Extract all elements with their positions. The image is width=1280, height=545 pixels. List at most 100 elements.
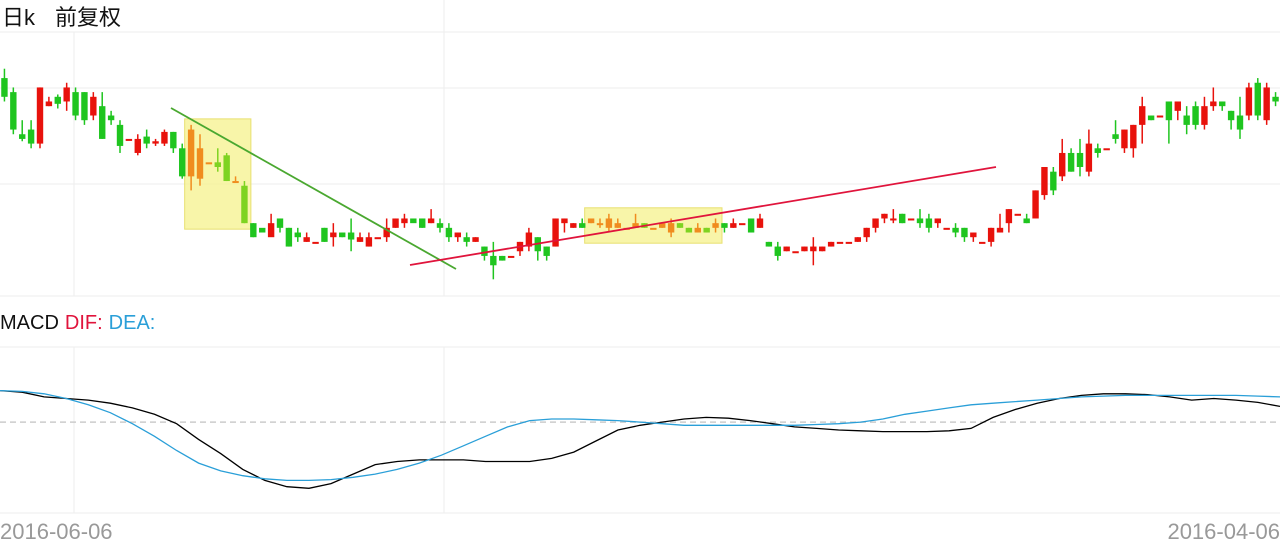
candle-body xyxy=(152,141,159,144)
candle-body xyxy=(232,181,239,184)
candle-body xyxy=(410,218,417,224)
candle-body xyxy=(1165,101,1173,121)
candle-body xyxy=(916,218,924,224)
candle-body xyxy=(579,223,586,228)
candle-body xyxy=(63,87,70,102)
candle-body xyxy=(934,218,941,224)
candle-body xyxy=(507,255,515,258)
candle-body xyxy=(1174,101,1181,111)
candle-body xyxy=(561,218,568,224)
candle-body xyxy=(712,223,719,228)
candle-body xyxy=(170,131,177,149)
candle-body xyxy=(472,237,479,242)
trend-line-up xyxy=(409,166,997,266)
candle-body xyxy=(214,162,221,167)
candle-body xyxy=(863,227,870,238)
candle-body xyxy=(907,218,915,221)
candle-body xyxy=(659,223,666,228)
candle-body xyxy=(205,162,213,165)
candle-body xyxy=(481,246,488,256)
dea-legend-label: DEA: xyxy=(108,312,156,334)
candle-body xyxy=(1245,87,1253,116)
candle-body xyxy=(721,223,728,228)
candle-body xyxy=(19,134,26,139)
candle-body xyxy=(125,138,133,141)
candle-body xyxy=(81,92,88,121)
candle-body xyxy=(276,218,284,228)
candle-body xyxy=(1067,152,1075,172)
candle-body xyxy=(694,227,701,233)
candle-body xyxy=(383,227,390,238)
candle-body xyxy=(196,148,204,179)
candle-body xyxy=(836,241,844,244)
candle-body xyxy=(570,223,577,228)
candle-body xyxy=(330,232,337,238)
candle-body xyxy=(1076,152,1084,167)
macd-dif-line xyxy=(0,389,1280,489)
candle-body xyxy=(1005,209,1013,224)
adjust-label[interactable]: 前复权 xyxy=(55,5,122,30)
candle-body xyxy=(1041,167,1048,196)
candle-body xyxy=(454,232,461,238)
candle-body xyxy=(605,218,613,228)
candle-body xyxy=(10,92,17,130)
macd-title: MACD xyxy=(0,312,59,334)
candle-body xyxy=(596,223,604,226)
candle-body xyxy=(374,237,381,240)
candle-body xyxy=(685,227,693,233)
candle-body xyxy=(979,241,986,244)
candle-body xyxy=(827,241,835,247)
candle-body xyxy=(45,101,53,107)
candle-body xyxy=(445,227,453,238)
candle-body xyxy=(1272,96,1279,102)
candle-body xyxy=(845,241,853,244)
candle-body xyxy=(1112,134,1119,139)
candle-body xyxy=(543,246,550,256)
candle-body xyxy=(961,227,968,238)
candle-body xyxy=(676,223,684,228)
highlight-box xyxy=(184,118,252,230)
candle-body xyxy=(943,227,950,230)
candle-body xyxy=(1103,148,1110,151)
candle-body xyxy=(187,129,195,177)
candle-body xyxy=(1032,190,1039,219)
candle-body xyxy=(259,227,266,233)
candle-body xyxy=(294,232,301,238)
date-right-label: 2016-04-06 xyxy=(1167,519,1280,544)
candle-body xyxy=(952,227,959,233)
macd-dea-line xyxy=(0,389,1280,482)
dif-legend-label: DIF: xyxy=(64,312,103,334)
candle-body xyxy=(54,96,61,104)
candle-body xyxy=(267,223,275,238)
candle-body xyxy=(427,218,435,224)
candle-body xyxy=(179,148,186,177)
candle-body xyxy=(881,213,888,219)
candle-body xyxy=(419,218,426,228)
candle-body xyxy=(90,96,97,116)
candle-body xyxy=(792,251,799,254)
candle-body xyxy=(667,223,675,233)
candle-body xyxy=(356,237,364,242)
candle-body xyxy=(1023,218,1030,224)
candle-body xyxy=(899,213,906,224)
trend-line-down xyxy=(170,107,457,270)
candle-body xyxy=(1236,115,1244,130)
candle-body xyxy=(1121,129,1128,149)
highlight-box xyxy=(584,207,723,244)
candle-body xyxy=(1254,82,1261,116)
candle-body xyxy=(730,223,737,228)
candle-body xyxy=(925,218,933,228)
candle-body xyxy=(890,218,897,221)
candle-body xyxy=(250,223,257,238)
candle-body xyxy=(401,218,408,224)
candle-body xyxy=(490,255,497,266)
candle-body xyxy=(1130,124,1137,149)
candle-body xyxy=(854,237,861,242)
candle-body xyxy=(347,232,355,240)
candle-body xyxy=(143,136,150,144)
candle-body xyxy=(801,246,808,252)
candle-body xyxy=(996,227,1004,233)
candle-body xyxy=(765,241,773,247)
period-label[interactable]: 日k xyxy=(2,5,36,30)
